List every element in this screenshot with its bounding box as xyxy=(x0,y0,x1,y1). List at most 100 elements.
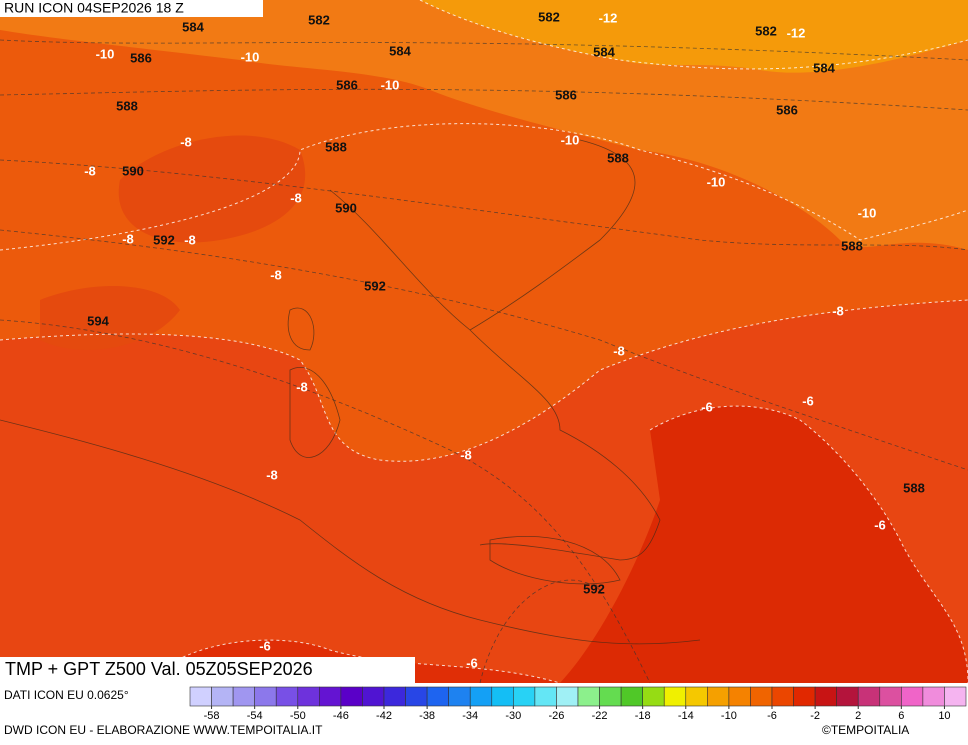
geopotential-label: 584 xyxy=(593,44,615,59)
source: DATI ICON EU 0.0625° xyxy=(4,688,129,702)
geopotential-label: 582 xyxy=(308,12,330,27)
color-box xyxy=(534,686,557,707)
temperature-label: -10 xyxy=(707,174,726,189)
color-box xyxy=(556,686,579,707)
color-box xyxy=(189,686,212,707)
temperature-label: -8 xyxy=(613,343,625,358)
color-box xyxy=(750,686,773,707)
geopotential-label: 588 xyxy=(841,238,863,253)
color-box xyxy=(857,686,881,707)
color-box xyxy=(663,686,687,707)
temperature-label: -10 xyxy=(561,132,580,147)
tick-label: -6 xyxy=(767,710,777,722)
tick-label: -46 xyxy=(333,710,349,722)
tick-label: 6 xyxy=(898,710,904,722)
color-box xyxy=(814,686,837,707)
geopotential-label: 586 xyxy=(555,87,577,102)
color-box xyxy=(577,686,600,707)
color-box xyxy=(319,686,342,707)
geopotential-label: 592 xyxy=(153,232,175,247)
title: TMP + GPT Z500 Val. 05Z05SEP2026 xyxy=(5,659,313,679)
temperature-label: -8 xyxy=(460,447,472,462)
tick-label: 2 xyxy=(855,710,861,722)
isohypses xyxy=(0,39,968,684)
color-box xyxy=(793,686,816,707)
color-box xyxy=(513,686,536,707)
temperature-label: -8 xyxy=(180,134,192,149)
color-box xyxy=(448,686,471,707)
tick-label: 10 xyxy=(938,710,950,722)
color-box xyxy=(232,686,255,707)
geopotential-label: 584 xyxy=(389,43,411,58)
title-box xyxy=(0,657,415,683)
temperature-label: -8 xyxy=(122,231,134,246)
temperature-label: -10 xyxy=(96,46,115,61)
geopotential-label: 588 xyxy=(116,98,138,113)
tick-label: -30 xyxy=(505,710,521,722)
tick-label: -18 xyxy=(635,710,651,722)
color-box xyxy=(922,686,945,707)
geopotential-label: 592 xyxy=(364,278,386,293)
geopotential-label: 586 xyxy=(776,102,798,117)
copyright: ©TEMPOITALIA xyxy=(822,723,909,737)
color-box xyxy=(362,686,385,707)
color-box xyxy=(685,686,708,707)
color-box xyxy=(383,686,406,707)
color-box xyxy=(211,686,234,707)
warm-patch xyxy=(40,135,306,350)
geopotential-label: 584 xyxy=(182,19,204,34)
tick-label: -10 xyxy=(721,710,737,722)
color-box xyxy=(944,686,967,707)
color-box xyxy=(728,686,751,707)
color-box xyxy=(405,686,428,707)
geopotential-label: 588 xyxy=(903,480,925,495)
temperature-label: -8 xyxy=(290,190,302,205)
tick-label: -42 xyxy=(376,710,392,722)
color-box xyxy=(491,686,514,707)
temperature-label: -10 xyxy=(381,77,400,92)
color-box xyxy=(340,686,363,707)
temperature-label: -10 xyxy=(241,49,260,64)
geopotential-label: 586 xyxy=(336,77,358,92)
tick-label: -26 xyxy=(548,710,564,722)
color-box xyxy=(599,686,622,707)
tick-label: -58 xyxy=(204,710,220,722)
temperature-label: -6 xyxy=(466,655,478,670)
color-box xyxy=(901,686,924,707)
color-box xyxy=(469,686,493,707)
color-box xyxy=(707,686,730,707)
tick-label: -14 xyxy=(678,710,694,722)
header: RUN ICON 04SEP2026 18 Z xyxy=(4,0,184,16)
coastlines xyxy=(0,139,701,645)
temperature-label: -8 xyxy=(296,379,308,394)
temperature-label: -12 xyxy=(599,10,618,25)
geopotential-label: 588 xyxy=(325,139,347,154)
header-box xyxy=(0,0,263,17)
temperature-label: -8 xyxy=(184,232,196,247)
temperature-label: -12 xyxy=(787,25,806,40)
tick-label: -2 xyxy=(810,710,820,722)
color-box xyxy=(275,686,299,707)
geopotential-label: 582 xyxy=(755,23,777,38)
tick-label: -38 xyxy=(419,710,435,722)
isotherms xyxy=(0,0,968,684)
geopotential-label: 594 xyxy=(87,313,109,328)
geopotential-label: 588 xyxy=(607,150,629,165)
temperature-label: -8 xyxy=(832,303,844,318)
colder-region xyxy=(420,0,968,73)
temperature-label: -10 xyxy=(858,205,877,220)
geopotential-label: 592 xyxy=(583,581,605,596)
tick-label: -50 xyxy=(290,710,306,722)
tick-label: -22 xyxy=(592,710,608,722)
credit: DWD ICON EU - ELABORAZIONE WWW.TEMPOITAL… xyxy=(4,723,323,737)
temperature-label: -6 xyxy=(874,517,886,532)
geopotential-label: 590 xyxy=(122,163,144,178)
color-box xyxy=(836,686,859,707)
color-box xyxy=(426,686,449,707)
temperature-label: -8 xyxy=(266,467,278,482)
color-box xyxy=(771,686,794,707)
map: RUN ICON 04SEP2026 18 Z TMP + GPT Z500 V… xyxy=(0,0,968,684)
geopotential-label: 586 xyxy=(130,50,152,65)
